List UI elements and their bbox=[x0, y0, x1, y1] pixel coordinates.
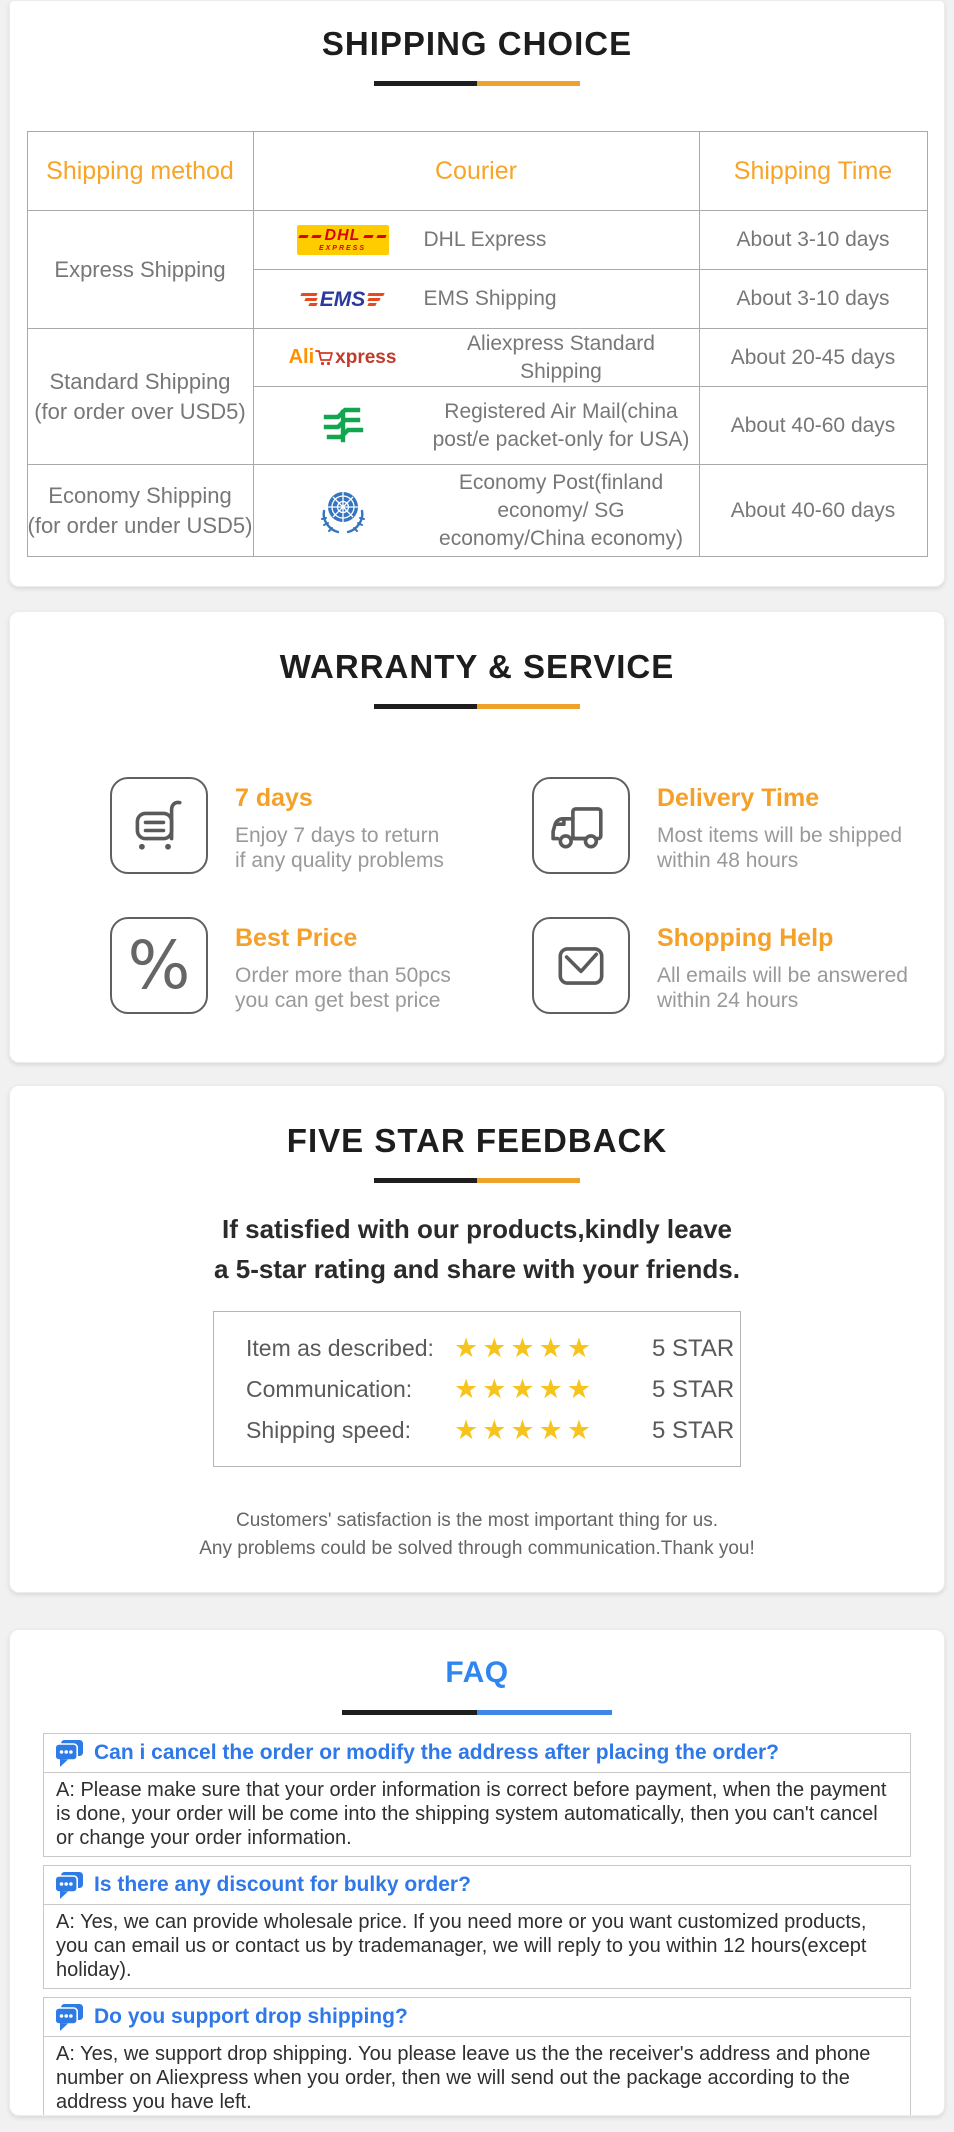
speech-bubble-icon bbox=[54, 2003, 83, 2031]
warranty-item-heading: Best Price bbox=[235, 924, 358, 952]
section-divider bbox=[10, 1710, 944, 1715]
speech-bubble-icon bbox=[54, 1871, 83, 1899]
envelope-icon bbox=[532, 917, 630, 1014]
rating-value: 5 STAR bbox=[652, 1416, 735, 1444]
rating-value: 5 STAR bbox=[652, 1375, 735, 1403]
courier-name: DHL Express bbox=[423, 228, 547, 251]
cart-glyph-icon bbox=[315, 350, 334, 366]
section-divider bbox=[10, 704, 944, 709]
warranty-item-desc: Most items will be shipped within 48 hou… bbox=[657, 824, 903, 872]
warranty-item-delivery-time: Delivery Time Most items will be shipped… bbox=[532, 777, 944, 874]
method-cell-standard: Standard Shipping (for order over USD5) bbox=[26, 328, 254, 465]
faq-item-bulk-discount: Is there any discount for bulky order? A… bbox=[43, 1865, 911, 1989]
faq-answer: A: Yes, we can provide wholesale price. … bbox=[43, 1905, 911, 1989]
warranty-item-best-price: % Best Price Order more than 50pcs you c… bbox=[110, 917, 532, 1014]
faq-section: FAQ Can i cancel the order or modify the… bbox=[9, 1629, 945, 2116]
table-row: Express Shipping DHL EXPRESS DHL Express… bbox=[26, 210, 928, 329]
feedback-title: FIVE STAR FEEDBACK bbox=[286, 1122, 668, 1159]
shipping-time: About 3-10 days bbox=[698, 210, 928, 270]
method-cell-economy: Economy Shipping (for order under USD5) bbox=[26, 464, 254, 557]
faq-question-row: Is there any discount for bulky order? bbox=[43, 1865, 911, 1905]
courier-name: Economy Post(finland economy/ SG economy… bbox=[439, 470, 683, 550]
faq-list: Can i cancel the order or modify the add… bbox=[43, 1733, 911, 2115]
courier-name: Registered Air Mail(china post/e packet-… bbox=[432, 399, 690, 451]
table-row: Economy Shipping (for order under USD5) bbox=[26, 464, 928, 557]
courier-cell-dhl: DHL EXPRESS DHL Express bbox=[252, 210, 700, 270]
five-stars-icon: ★★★★★ bbox=[454, 1374, 596, 1404]
table-row: Standard Shipping (for order over USD5) … bbox=[26, 328, 928, 465]
courier-cell-aliexpress: Ali xpress Al bbox=[252, 328, 700, 387]
courier-cell-economy-post: Economy Post(finland economy/ SG economy… bbox=[252, 464, 700, 557]
five-star-feedback-section: FIVE STAR FEEDBACK If satisfied with our… bbox=[9, 1085, 945, 1593]
china-post-logo bbox=[284, 404, 402, 448]
table-row: EMS EMS Shipping About 3-10 days bbox=[27, 269, 928, 329]
aliexpress-logo: Ali xpress bbox=[288, 346, 397, 368]
warranty-item-shopping-help: Shopping Help All emails will be answere… bbox=[532, 917, 944, 1014]
faq-title: FAQ bbox=[445, 1656, 509, 1689]
warranty-grid: 7 days Enjoy 7 days to return if any qua… bbox=[110, 777, 944, 1014]
faq-item-drop-shipping: Do you support drop shipping? A: Yes, we… bbox=[43, 1997, 911, 2115]
faq-answer: A: Please make sure that your order info… bbox=[43, 1773, 911, 1857]
section-divider bbox=[10, 81, 944, 86]
faq-question: Is there any discount for bulky order? bbox=[94, 1873, 471, 1896]
shipping-table: Shipping method Courier Shipping Time Ex… bbox=[26, 131, 928, 557]
shipping-time: About 20-45 days bbox=[698, 328, 928, 387]
shipping-choice-title: SHIPPING CHOICE bbox=[321, 25, 633, 62]
warranty-item-heading: Delivery Time bbox=[657, 784, 820, 812]
truck-icon bbox=[532, 777, 630, 874]
faq-question-row: Can i cancel the order or modify the add… bbox=[43, 1733, 911, 1773]
cart-icon bbox=[110, 777, 208, 874]
col-header-shipping-method: Shipping method bbox=[26, 131, 254, 211]
rating-label: Communication: bbox=[246, 1376, 413, 1402]
feedback-note: Customers' satisfaction is the most impo… bbox=[199, 1510, 755, 1559]
rating-row-shipping-speed: Shipping speed: ★★★★★ 5 STAR bbox=[246, 1410, 740, 1451]
feedback-ratings-box: Item as described: ★★★★★ 5 STAR Communic… bbox=[213, 1311, 741, 1467]
shipping-time: About 3-10 days bbox=[698, 269, 928, 329]
method-cell-express: Express Shipping bbox=[26, 210, 254, 329]
un-logo bbox=[284, 485, 402, 537]
warranty-item-desc: Enjoy 7 days to return if any quality pr… bbox=[235, 824, 444, 872]
col-header-shipping-time: Shipping Time bbox=[698, 131, 928, 211]
warranty-service-section: WARRANTY & SERVICE 7 days bbox=[9, 611, 945, 1063]
col-header-courier: Courier bbox=[252, 131, 700, 211]
china-post-icon bbox=[323, 407, 363, 442]
faq-question: Can i cancel the order or modify the add… bbox=[94, 1741, 779, 1764]
warranty-item-heading: Shopping Help bbox=[657, 924, 834, 952]
courier-name: Aliexpress Standard Shipping bbox=[467, 331, 655, 383]
rating-row-communication: Communication: ★★★★★ 5 STAR bbox=[246, 1369, 740, 1410]
dhl-logo: DHL EXPRESS bbox=[284, 225, 402, 255]
percent-icon: % bbox=[110, 917, 208, 1014]
rating-label: Shipping speed: bbox=[246, 1417, 411, 1443]
un-emblem-icon bbox=[320, 491, 365, 533]
warranty-item-heading: 7 days bbox=[235, 784, 313, 812]
shipping-choice-section: SHIPPING CHOICE Shipping method Courier … bbox=[9, 0, 945, 587]
section-divider bbox=[10, 1178, 944, 1183]
warranty-item-desc: Order more than 50pcs you can get best p… bbox=[235, 964, 451, 1012]
courier-name: EMS Shipping bbox=[423, 287, 557, 310]
rating-row-item-as-described: Item as described: ★★★★★ 5 STAR bbox=[246, 1328, 740, 1369]
faq-question-row: Do you support drop shipping? bbox=[43, 1997, 911, 2037]
speech-bubble-icon bbox=[54, 1739, 83, 1767]
courier-cell-ems: EMS EMS Shipping bbox=[252, 269, 700, 329]
warranty-item-desc: All emails will be answered within 24 ho… bbox=[657, 964, 908, 1012]
table-row: Registered Air Mail(china post/e packet-… bbox=[27, 386, 928, 465]
courier-cell-china-post: Registered Air Mail(china post/e packet-… bbox=[252, 386, 700, 465]
ems-logo: EMS bbox=[284, 289, 402, 310]
faq-question: Do you support drop shipping? bbox=[94, 2005, 408, 2028]
shipping-time: About 40-60 days bbox=[698, 464, 928, 557]
feedback-intro: If satisfied with our products,kindly le… bbox=[214, 1214, 740, 1284]
faq-item-cancel-order: Can i cancel the order or modify the add… bbox=[43, 1733, 911, 1857]
faq-answer: A: Yes, we support drop shipping. You pl… bbox=[43, 2037, 911, 2115]
five-stars-icon: ★★★★★ bbox=[454, 1415, 596, 1445]
rating-value: 5 STAR bbox=[652, 1334, 735, 1362]
warranty-item-7-days: 7 days Enjoy 7 days to return if any qua… bbox=[110, 777, 532, 874]
shipping-time: About 40-60 days bbox=[698, 386, 928, 465]
shipping-table-header-row: Shipping method Courier Shipping Time bbox=[26, 131, 928, 211]
five-stars-icon: ★★★★★ bbox=[454, 1333, 596, 1363]
warranty-title: WARRANTY & SERVICE bbox=[279, 648, 675, 685]
rating-label: Item as described: bbox=[246, 1335, 434, 1361]
